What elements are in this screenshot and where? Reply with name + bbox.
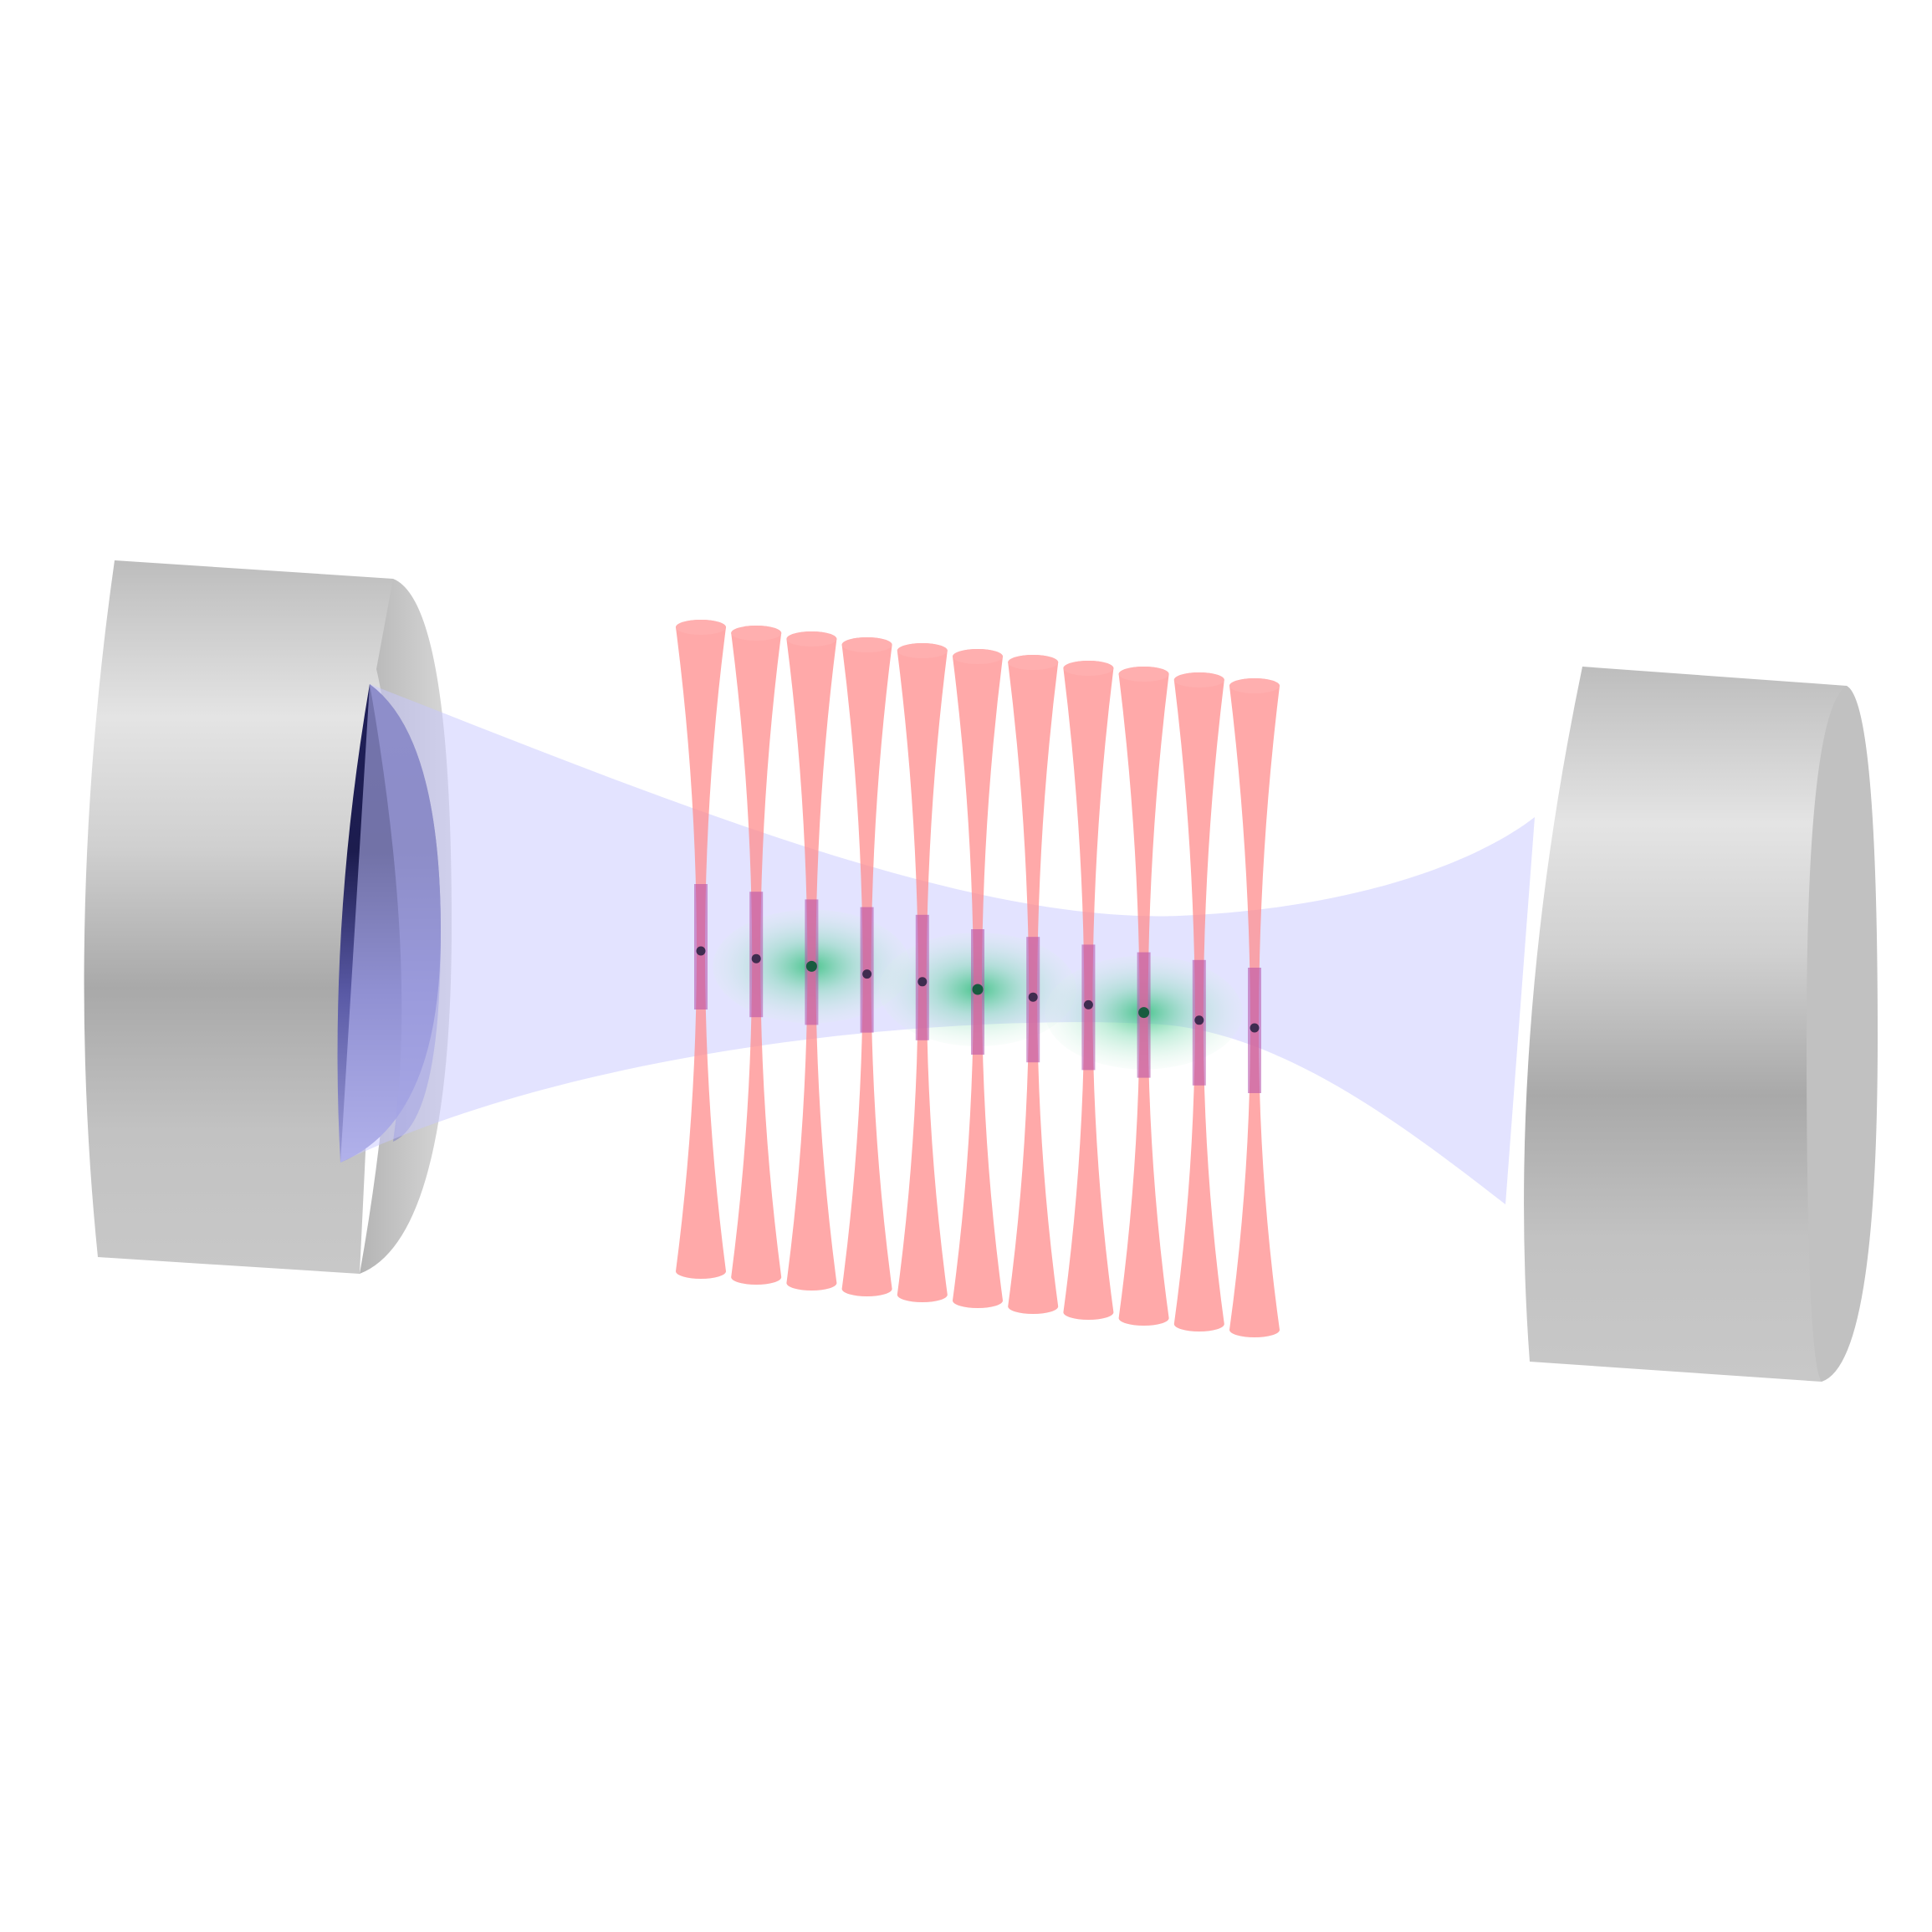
atom bbox=[1194, 1015, 1204, 1025]
tweezer-beam-top-cap bbox=[676, 620, 726, 635]
tweezer-array bbox=[676, 620, 1280, 1337]
atom bbox=[1250, 1023, 1260, 1033]
tweezer-beam-top-cap bbox=[1008, 655, 1059, 670]
tweezer-beam-top-cap bbox=[786, 631, 837, 647]
tweezer-beam-top-cap bbox=[841, 637, 892, 652]
atom bbox=[1028, 992, 1038, 1002]
atom bbox=[917, 977, 928, 987]
tweezer-beam-top-cap bbox=[897, 643, 948, 658]
right-mirror-rim bbox=[1807, 686, 1878, 1382]
atom bbox=[1083, 999, 1093, 1009]
atom bbox=[862, 969, 872, 979]
atom-excited bbox=[805, 960, 817, 972]
atom-excited bbox=[972, 984, 984, 995]
tweezer-beam-top-cap bbox=[1173, 672, 1224, 687]
atom bbox=[751, 953, 761, 963]
right-mirror bbox=[1524, 667, 1878, 1382]
atom-array bbox=[696, 946, 1260, 1033]
right-mirror-body bbox=[1524, 667, 1847, 1382]
tweezer-beam-top-cap bbox=[731, 626, 782, 641]
tweezer-beam bbox=[953, 649, 1003, 1308]
tweezer-beam-top-cap bbox=[1063, 661, 1114, 676]
tweezer-beam-top-cap bbox=[1118, 667, 1169, 682]
tweezer-beam-top-cap bbox=[1229, 678, 1280, 693]
atom bbox=[696, 946, 706, 956]
left-mirror-body bbox=[84, 560, 394, 1274]
tweezer-beam-top-cap bbox=[953, 649, 1003, 664]
atom-excited bbox=[1138, 1007, 1150, 1019]
